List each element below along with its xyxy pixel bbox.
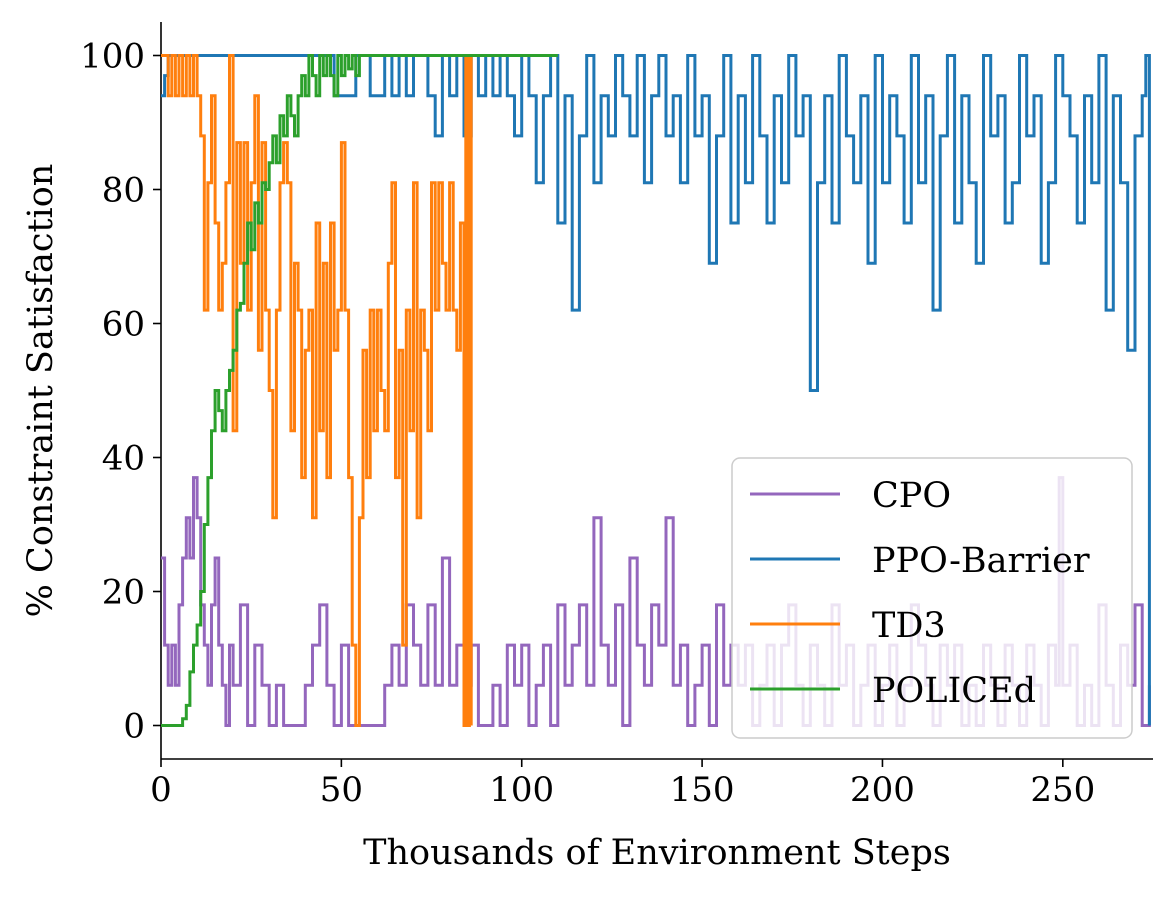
y-tick-label: 60 [102,305,145,345]
series-layer [161,54,1151,727]
legend-label-cpo: CPO [872,476,951,516]
y-tick-label: 80 [102,171,145,211]
y-axis-title: % Constraint Satisfaction [21,164,61,618]
axes [160,22,1153,760]
y-tick-label: 20 [102,573,145,613]
x-tick-label: 50 [320,770,363,810]
legend-label-ppo-barrier: PPO-Barrier [872,541,1090,581]
y-tick-label: 40 [102,439,145,479]
legend-label-td3: TD3 [872,606,946,646]
ticks: 0 50 100 150 200 250 0 20 40 60 80 100 [80,37,1095,811]
legend-label-policed: POLICEd [872,671,1036,711]
series-line-ppo-barrier [161,54,1151,726]
x-axis-title: Thousands of Environment Steps [363,833,951,873]
x-tick-label: 100 [489,770,554,810]
y-tick-label: 100 [80,37,145,77]
legend: CPO PPO-Barrier TD3 POLICEd [731,457,1133,739]
series-line-policed [161,54,558,727]
x-tick-label: 250 [1030,770,1095,810]
x-tick-label: 0 [150,770,172,810]
y-tick-label: 0 [123,707,145,747]
x-tick-label: 200 [850,770,915,810]
legend-box [731,457,1133,739]
series-line-td3 [161,54,473,727]
x-tick-label: 150 [670,770,735,810]
